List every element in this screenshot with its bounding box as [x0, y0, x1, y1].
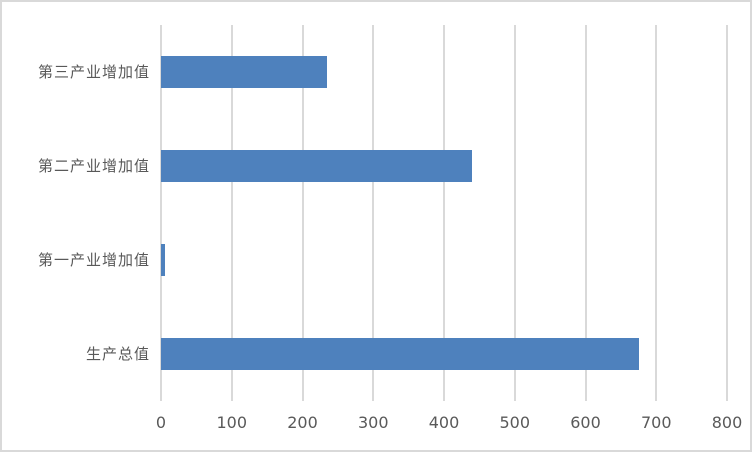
x-tick-label: 100: [216, 413, 248, 432]
category-label: 生产总值: [85, 345, 150, 363]
vertical-gridline: [655, 25, 658, 401]
vertical-gridline: [160, 25, 162, 401]
x-tick-label: 400: [428, 413, 460, 432]
vertical-gridline: [513, 25, 516, 401]
category-label: 第一产业增加值: [37, 251, 150, 269]
vertical-gridline: [443, 25, 445, 401]
x-tick-label: 700: [640, 413, 672, 432]
x-tick-label: 300: [357, 413, 389, 432]
vertical-gridline: [372, 25, 375, 401]
x-tick-label: 800: [711, 413, 743, 432]
x-tick-label: 0: [155, 413, 167, 432]
vertical-gridline: [301, 25, 304, 401]
x-tick-label: 600: [570, 413, 601, 432]
bar-第二产业增加值: [161, 150, 473, 182]
bar-第一产业增加值: [161, 244, 165, 276]
plot-area: [160, 25, 728, 401]
x-tick-label: 500: [499, 413, 531, 432]
vertical-gridline: [584, 25, 587, 401]
category-label: 第三产业增加值: [37, 63, 150, 81]
vertical-gridline: [726, 25, 728, 401]
vertical-gridline: [230, 25, 233, 401]
bar-生产总值: [161, 338, 640, 370]
category-label: 第二产业增加值: [37, 157, 150, 175]
x-tick-label: 200: [287, 413, 318, 432]
bar-第三产业增加值: [161, 56, 328, 88]
